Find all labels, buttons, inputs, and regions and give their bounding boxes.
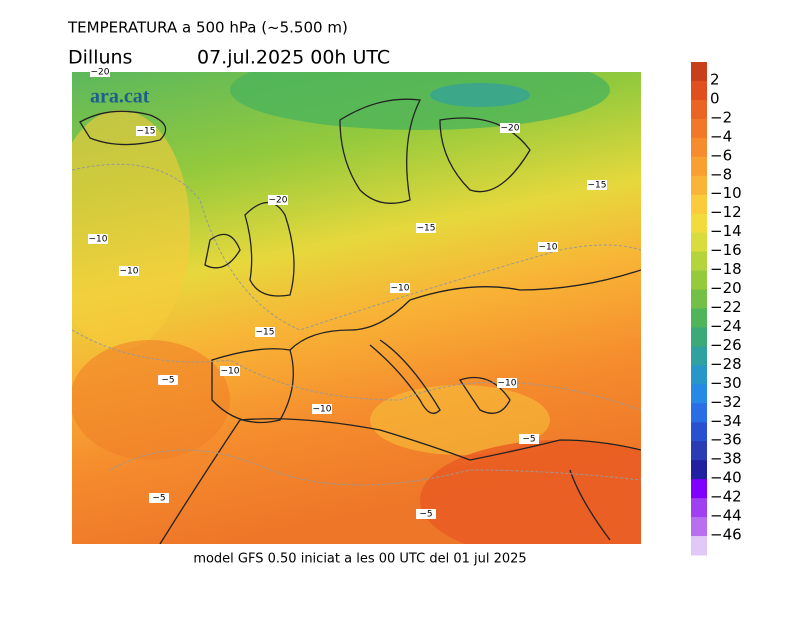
contour-label-bg [519, 434, 539, 444]
colorbar-swatch [691, 137, 707, 158]
contour-label-bg [416, 509, 436, 519]
colorbar-label: −14 [710, 222, 742, 240]
colorbar-label: −12 [710, 203, 742, 221]
contour-label: −15 [256, 328, 275, 338]
contour-label-bg [88, 234, 108, 244]
colorbar-swatch [691, 232, 707, 253]
contour-label: −15 [588, 181, 607, 191]
contour-label: −10 [391, 284, 410, 294]
colorbar-label: −40 [710, 469, 742, 487]
contour-label-bg [268, 195, 288, 205]
contour-label: −10 [539, 243, 558, 253]
colorbar-label: −20 [710, 279, 742, 297]
colorbar-swatch [691, 327, 707, 347]
contour-label-bg [587, 180, 607, 190]
footer: model GFS 0.50 iniciat a les 00 UTC del … [193, 552, 526, 567]
contour-label-bg [149, 493, 169, 503]
contour-labels: −20 −15 −20 −15 −20 −10 −15 −10 −10 −10 −15 −5 −10 −1… [88, 67, 607, 520]
colorbar-swatch [691, 175, 707, 196]
contour-label-bg [390, 283, 410, 293]
colorbar-label: −30 [710, 374, 742, 392]
contour-label: −10 [89, 235, 108, 245]
contour-label-bg [90, 67, 110, 77]
date: 07.jul.2025 00h UTC [197, 47, 390, 69]
colorbar-label: −32 [710, 393, 742, 411]
colorbar-label: −24 [710, 317, 742, 335]
colorbar-swatch [691, 460, 707, 480]
colorbar-swatch [691, 517, 707, 537]
contour-label: −20 [91, 68, 110, 78]
colorbar-label: −16 [710, 241, 742, 259]
colorbar-swatch [691, 289, 707, 309]
colorbar-label: −22 [710, 298, 742, 316]
colorbar-swatch [691, 365, 707, 385]
colorbar-label: −44 [710, 507, 742, 525]
colorbar-label: −34 [710, 412, 742, 430]
contour-label: −10 [120, 267, 139, 277]
colorbar-swatch [691, 308, 707, 328]
colorbar-label: −42 [710, 488, 742, 506]
colorbar-label: −4 [710, 127, 732, 145]
contour-label: −10 [498, 379, 517, 389]
colorbar: 20−2−4−6−8−10−12−14−16−18−20−22−24−26−28… [691, 62, 742, 556]
contour-label-bg [158, 375, 178, 385]
contour-label: −5 [161, 376, 174, 386]
contour-label: −5 [152, 494, 165, 504]
contour-label-bg [136, 126, 156, 136]
colorbar-label: −46 [710, 526, 742, 544]
colorbar-label: 0 [710, 89, 720, 107]
map [72, 72, 641, 544]
contour-label-bg [500, 123, 520, 133]
contour-label: −20 [269, 196, 288, 206]
contour-label-bg [312, 404, 332, 414]
colorbar-swatch [691, 346, 707, 366]
colorbar-label: −10 [710, 184, 742, 202]
colorbar-swatch [691, 498, 707, 518]
colorbar-swatch [691, 536, 707, 556]
colorbar-swatch [691, 270, 707, 291]
contour-label: −15 [137, 127, 156, 137]
colorbar-swatch [691, 213, 707, 234]
colorbar-label: −26 [710, 336, 742, 354]
colorbar-label: −6 [710, 146, 732, 164]
colorbar-label: −38 [710, 450, 742, 468]
title: TEMPERATURA a 500 hPa (~5.500 m) [67, 19, 348, 37]
colorbar-label: −28 [710, 355, 742, 373]
contour-label-bg [255, 327, 275, 337]
colorbar-swatch [691, 156, 707, 177]
contour-label-bg [119, 266, 139, 276]
colorbar-label: −18 [710, 260, 742, 278]
colorbar-swatch [691, 479, 707, 499]
colorbar-label: −2 [710, 108, 732, 126]
contour-label: −5 [419, 510, 432, 520]
colorbar-label: −8 [710, 165, 732, 183]
colorbar-label: 2 [710, 70, 720, 88]
contour-label-bg [220, 366, 240, 376]
contour-label: −5 [522, 435, 535, 445]
colorbar-swatch [691, 62, 707, 82]
contour-label: −15 [417, 224, 436, 234]
day: Dilluns [68, 47, 132, 69]
colorbar-swatch [691, 384, 707, 404]
contour-label-bg [416, 223, 436, 233]
contour-label: −10 [313, 405, 332, 415]
colorbar-swatch [691, 422, 707, 442]
colorbar-swatch [691, 441, 707, 461]
contour-label-bg [538, 242, 558, 252]
colorbar-swatch [691, 403, 707, 423]
contour-label: −10 [221, 367, 240, 377]
colorbar-swatch [691, 99, 707, 120]
colorbar-label: −36 [710, 431, 742, 449]
colorbar-swatch [691, 118, 707, 139]
brand: ara.cat [90, 86, 150, 108]
contour-label: −20 [501, 124, 520, 134]
colorbar-swatch [691, 194, 707, 215]
contour-label-bg [497, 378, 517, 388]
colorbar-swatch [691, 80, 707, 101]
colorbar-swatch [691, 251, 707, 272]
